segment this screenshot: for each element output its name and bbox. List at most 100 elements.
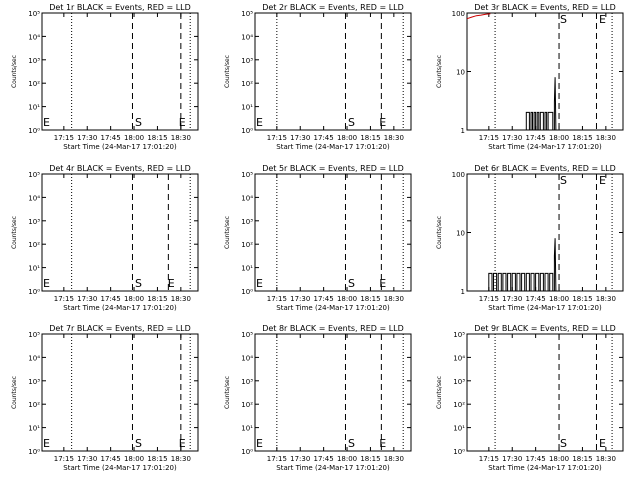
marker-s: S xyxy=(135,116,142,129)
marker-e: E xyxy=(43,277,50,290)
panel-title: Det 3r BLACK = Events, RED = LLD xyxy=(474,3,616,12)
panel-det-6r: Det 6r BLACK = Events, RED = LLD 1 10 100 17… xyxy=(436,164,624,312)
x-tick-label: 17:30 xyxy=(290,455,310,463)
marker-e: E xyxy=(179,116,186,129)
panel-det-7r: Det 7r BLACK = Events, RED = LLD 10⁰ 10¹ 10… xyxy=(11,324,199,472)
x-tick-label: 17:45 xyxy=(526,134,546,142)
y-tick-label: 10⁴ xyxy=(241,194,253,202)
x-axis-label: Start Time (24-Mar-17 17:01:20) xyxy=(63,464,177,472)
x-tick-label: 18:15 xyxy=(572,134,592,142)
x-tick-label: 18:00 xyxy=(124,134,144,142)
x-tick-label: 17:15 xyxy=(479,134,499,142)
plot-frame xyxy=(254,173,412,292)
y-tick-label: 10⁵ xyxy=(241,10,253,18)
plot-frame xyxy=(466,333,624,452)
panel-title: Det 9r BLACK = Events, RED = LLD xyxy=(474,324,616,333)
x-tick-label: 17:45 xyxy=(314,295,334,303)
x-tick-label: 18:15 xyxy=(147,455,167,463)
marker-s: S xyxy=(348,116,355,129)
x-tick-label: 18:15 xyxy=(147,134,167,142)
y-tick-label: 10¹ xyxy=(28,265,40,273)
x-tick-label: 17:30 xyxy=(290,295,310,303)
marker-e: E xyxy=(43,116,50,129)
panel-title: Det 2r BLACK = Events, RED = LLD xyxy=(262,3,404,12)
y-axis-label: Counts/sec xyxy=(11,55,18,88)
x-axis-label: Start Time (24-Mar-17 17:01:20) xyxy=(63,304,177,312)
marker-s: S xyxy=(135,437,142,450)
y-tick-label: 1 xyxy=(461,288,465,296)
panel-title: Det 7r BLACK = Events, RED = LLD xyxy=(49,324,191,333)
x-tick-label: 17:45 xyxy=(314,134,334,142)
y-axis-label: Counts/sec xyxy=(11,216,18,249)
y-tick-label: 10³ xyxy=(28,378,40,386)
plot-frame xyxy=(41,12,199,131)
x-tick-label: 18:15 xyxy=(572,455,592,463)
panel-det-5r: Det 5r BLACK = Events, RED = LLD 10⁰ 10¹ 10… xyxy=(224,164,412,312)
x-tick-label: 17:30 xyxy=(502,134,522,142)
x-axis-label: Start Time (24-Mar-17 17:01:20) xyxy=(488,304,602,312)
y-tick-label: 10³ xyxy=(241,218,253,226)
panel-det-2r: Det 2r BLACK = Events, RED = LLD 10⁰ 10¹ 10… xyxy=(224,3,412,151)
y-axis-label: Counts/sec xyxy=(224,55,231,88)
x-tick-label: 18:15 xyxy=(360,295,380,303)
x-tick-label: 17:15 xyxy=(54,455,74,463)
panel-det-1r: Det 1r BLACK = Events, RED = LLD 10⁰ 10¹ 10… xyxy=(11,3,199,151)
x-tick-label: 18:00 xyxy=(549,455,569,463)
y-tick-label: 10⁰ xyxy=(241,448,253,456)
x-tick-label: 18:15 xyxy=(572,295,592,303)
x-tick-label: 18:15 xyxy=(360,134,380,142)
x-axis-label: Start Time (24-Mar-17 17:01:20) xyxy=(276,464,390,472)
x-tick-label: 17:30 xyxy=(77,455,97,463)
y-tick-label: 10³ xyxy=(241,57,253,65)
x-tick-label: 17:30 xyxy=(502,295,522,303)
x-tick-label: 17:45 xyxy=(314,455,334,463)
y-axis-label: Counts/sec xyxy=(224,216,231,249)
y-tick-label: 10¹ xyxy=(241,425,253,433)
y-tick-label: 100 xyxy=(452,10,465,18)
marker-e: E xyxy=(379,116,386,129)
x-tick-label: 18:00 xyxy=(337,134,357,142)
y-tick-label: 10¹ xyxy=(28,104,40,112)
panel-det-3r: Det 3r BLACK = Events, RED = LLD 1 10 100 17… xyxy=(436,3,624,151)
y-axis-label: Counts/sec xyxy=(11,376,18,409)
x-tick-label: 18:30 xyxy=(384,455,404,463)
events-series xyxy=(525,77,557,131)
y-axis-label: Counts/sec xyxy=(436,216,443,249)
x-tick-label: 18:30 xyxy=(384,295,404,303)
lld-series xyxy=(466,13,491,20)
y-tick-label: 10³ xyxy=(453,378,465,386)
x-tick-label: 17:30 xyxy=(77,295,97,303)
marker-s: S xyxy=(560,174,567,187)
x-tick-label: 18:00 xyxy=(124,455,144,463)
x-tick-label: 17:30 xyxy=(77,134,97,142)
panel-title: Det 5r BLACK = Events, RED = LLD xyxy=(262,164,404,173)
plot-frame xyxy=(254,12,412,131)
y-tick-label: 10³ xyxy=(28,57,40,65)
marker-e: E xyxy=(256,116,263,129)
marker-s: S xyxy=(560,437,567,450)
panel-det-4r: Det 4r BLACK = Events, RED = LLD 10⁰ 10¹ 10… xyxy=(11,164,199,312)
panel-title: Det 4r BLACK = Events, RED = LLD xyxy=(49,164,191,173)
x-tick-label: 17:15 xyxy=(479,295,499,303)
x-tick-label: 17:30 xyxy=(502,455,522,463)
y-tick-label: 1 xyxy=(461,127,465,135)
panel-det-9r: Det 9r BLACK = Events, RED = LLD 10⁰ 10¹ 10… xyxy=(436,324,624,472)
panel-title: Det 1r BLACK = Events, RED = LLD xyxy=(49,3,191,12)
y-tick-label: 10² xyxy=(28,241,40,249)
y-tick-label: 10⁵ xyxy=(28,331,40,339)
marker-e: E xyxy=(379,277,386,290)
marker-e: E xyxy=(43,437,50,450)
y-tick-label: 10⁵ xyxy=(28,10,40,18)
y-tick-label: 10² xyxy=(28,401,40,409)
y-tick-label: 10¹ xyxy=(453,425,465,433)
y-tick-label: 10⁰ xyxy=(28,448,40,456)
x-tick-label: 18:00 xyxy=(337,295,357,303)
plot-frame xyxy=(41,333,199,452)
y-tick-label: 10² xyxy=(241,80,253,88)
x-tick-label: 18:30 xyxy=(596,295,616,303)
plot-frame xyxy=(254,333,412,452)
panel-det-8r: Det 8r BLACK = Events, RED = LLD 10⁰ 10¹ 10… xyxy=(224,324,412,472)
events-series xyxy=(488,238,557,292)
marker-e: E xyxy=(599,174,606,187)
